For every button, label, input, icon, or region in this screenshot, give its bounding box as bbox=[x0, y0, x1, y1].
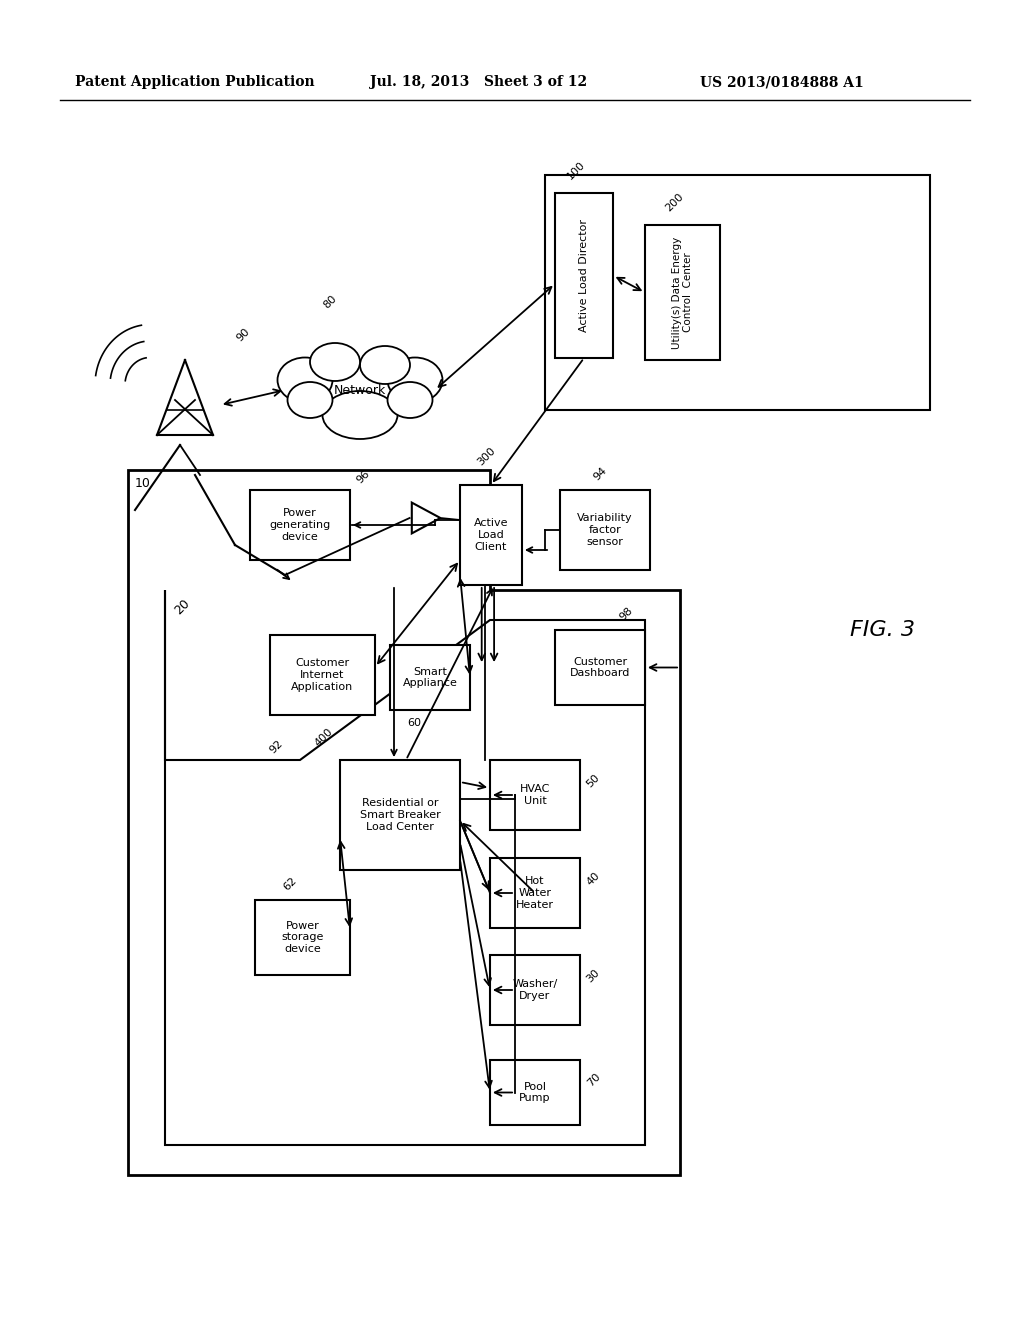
Text: 60: 60 bbox=[407, 718, 421, 729]
Bar bbox=[270, 635, 375, 715]
Text: Smart
Appliance: Smart Appliance bbox=[402, 667, 458, 688]
Bar bbox=[645, 224, 720, 360]
Text: Active Load Director: Active Load Director bbox=[579, 219, 589, 333]
Text: Hot
Water
Heater: Hot Water Heater bbox=[516, 876, 554, 909]
Text: 200: 200 bbox=[664, 191, 685, 213]
Text: 100: 100 bbox=[565, 160, 587, 181]
Text: 94: 94 bbox=[592, 465, 608, 482]
Bar bbox=[340, 760, 460, 870]
Text: Residential or
Smart Breaker
Load Center: Residential or Smart Breaker Load Center bbox=[359, 799, 440, 832]
Bar bbox=[555, 193, 613, 358]
Text: Pool
Pump: Pool Pump bbox=[519, 1081, 551, 1104]
Bar bbox=[560, 490, 650, 570]
Bar bbox=[555, 630, 645, 705]
Text: 98: 98 bbox=[618, 605, 635, 622]
Bar bbox=[490, 760, 580, 830]
Text: Active
Load
Client: Active Load Client bbox=[474, 519, 508, 552]
Text: 70: 70 bbox=[585, 1071, 602, 1088]
Text: Network: Network bbox=[334, 384, 386, 396]
Text: FIG. 3: FIG. 3 bbox=[850, 620, 915, 640]
Bar bbox=[390, 645, 470, 710]
Ellipse shape bbox=[288, 381, 333, 418]
Ellipse shape bbox=[278, 358, 333, 403]
Ellipse shape bbox=[325, 363, 395, 417]
Text: 90: 90 bbox=[234, 326, 252, 343]
Bar bbox=[460, 484, 522, 585]
Text: 20: 20 bbox=[172, 597, 193, 618]
Text: 62: 62 bbox=[282, 875, 299, 892]
Text: Jul. 18, 2013   Sheet 3 of 12: Jul. 18, 2013 Sheet 3 of 12 bbox=[370, 75, 587, 88]
Text: Variability
factor
sensor: Variability factor sensor bbox=[578, 513, 633, 546]
Ellipse shape bbox=[387, 381, 432, 418]
Text: 40: 40 bbox=[585, 870, 602, 887]
Text: Customer
Internet
Application: Customer Internet Application bbox=[292, 659, 353, 692]
Ellipse shape bbox=[387, 358, 442, 403]
Ellipse shape bbox=[310, 343, 360, 381]
Bar bbox=[255, 900, 350, 975]
Ellipse shape bbox=[323, 391, 397, 440]
Text: Power
storage
device: Power storage device bbox=[282, 921, 324, 954]
Text: 96: 96 bbox=[355, 469, 372, 484]
Text: Power
generating
device: Power generating device bbox=[269, 508, 331, 541]
Text: HVAC
Unit: HVAC Unit bbox=[520, 784, 550, 805]
Text: 50: 50 bbox=[585, 772, 602, 789]
Bar bbox=[490, 954, 580, 1026]
Bar bbox=[490, 1060, 580, 1125]
Text: 10: 10 bbox=[135, 477, 151, 490]
Text: 30: 30 bbox=[585, 968, 602, 985]
Text: 400: 400 bbox=[313, 726, 335, 748]
Text: Patent Application Publication: Patent Application Publication bbox=[75, 75, 314, 88]
Text: US 2013/0184888 A1: US 2013/0184888 A1 bbox=[700, 75, 864, 88]
Ellipse shape bbox=[360, 346, 410, 384]
Text: Washer/
Dryer: Washer/ Dryer bbox=[512, 979, 558, 1001]
Bar bbox=[490, 858, 580, 928]
Text: 80: 80 bbox=[322, 293, 339, 310]
Text: 92: 92 bbox=[268, 738, 285, 755]
Text: 300: 300 bbox=[475, 445, 497, 467]
Bar bbox=[250, 490, 350, 560]
Text: Utility(s) Data Energy
Control  Center: Utility(s) Data Energy Control Center bbox=[672, 236, 693, 348]
Bar bbox=[545, 176, 930, 411]
Text: Customer
Dashboard: Customer Dashboard bbox=[569, 657, 630, 678]
